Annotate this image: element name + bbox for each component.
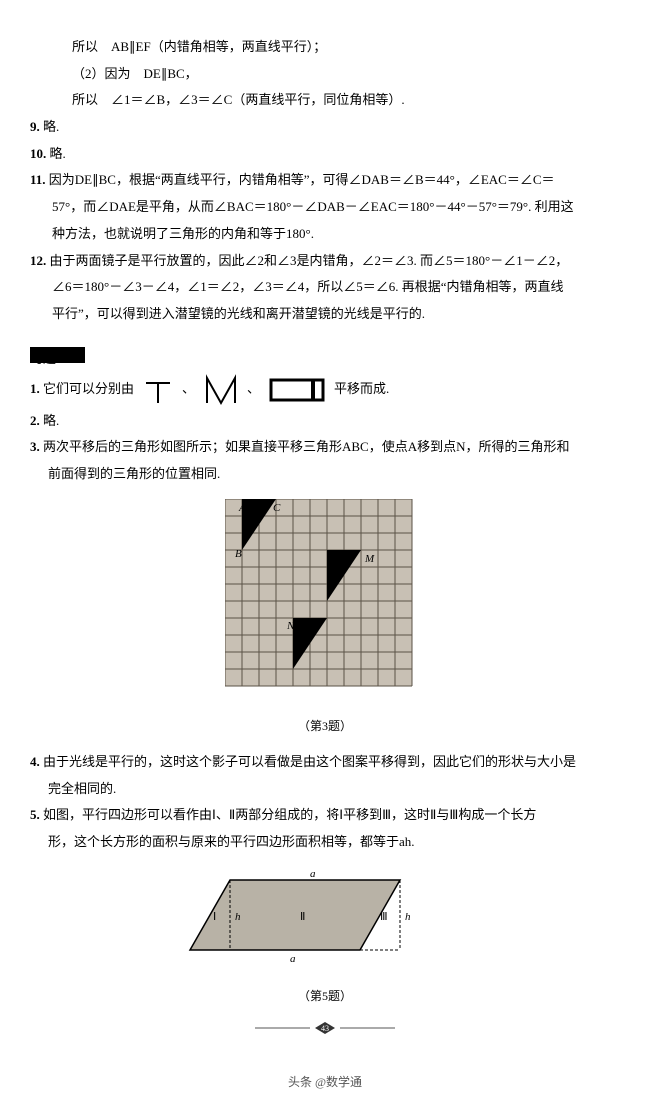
svg-text:C: C xyxy=(273,502,281,514)
top-l3: 所以 ∠1＝∠B，∠3＝∠C（两直线平行，同位角相等）. xyxy=(30,88,620,113)
svg-text:A: A xyxy=(238,502,246,514)
sq5-l1: 5. 如图，平行四边形可以看作由Ⅰ、Ⅱ两部分组成的，将Ⅰ平移到Ⅲ，这时Ⅱ与Ⅲ构成… xyxy=(30,803,620,828)
q10: 10. 略. xyxy=(30,142,620,167)
shape-n-icon xyxy=(203,373,239,407)
sq3-l2: 前面得到的三角形的位置相同. xyxy=(30,462,620,487)
q12-l1: 12. 由于两面镜子是平行放置的，因此∠2和∠3是内错角，∠2＝∠3. 而∠5＝… xyxy=(30,249,620,274)
sq2: 2. 略. xyxy=(30,409,620,434)
page-ornament: 43 xyxy=(30,1019,620,1046)
sq4-l1: 4. 由于光线是平行的，这时这个影子可以看做是由这个图案平移得到，因此它们的形状… xyxy=(30,750,620,775)
q11-l2: 57°，而∠DAE是平角，从而∠BAC＝180°－∠DAB－∠EAC＝180°－… xyxy=(30,195,620,220)
svg-text:N: N xyxy=(286,620,295,632)
svg-text:Ⅱ: Ⅱ xyxy=(300,911,305,923)
footer-attribution: 头条 @数学通 xyxy=(30,1071,620,1094)
svg-text:Ⅰ: Ⅰ xyxy=(213,911,216,923)
figure-5: a a h h Ⅰ Ⅱ Ⅲ xyxy=(30,865,620,979)
svg-text:43: 43 xyxy=(321,1024,329,1033)
figure-3: A C B M N xyxy=(30,499,620,708)
q11-l3: 种方法，也就说明了三角形的内角和等于180°. xyxy=(30,222,620,247)
figure-3-caption: （第3题） xyxy=(30,715,620,738)
svg-text:Ⅲ: Ⅲ xyxy=(380,911,388,923)
q12-l3: 平行”，可以得到进入潜望镜的光线和离开潜望镜的光线是平行的. xyxy=(30,302,620,327)
sq5-l2: 形，这个长方形的面积与原来的平行四边形面积相等，都等于ah. xyxy=(30,830,620,855)
q9: 9. 略. xyxy=(30,115,620,140)
q12-l2: ∠6＝180°－∠3－∠4，∠1＝∠2，∠3＝∠4，所以∠5＝∠6. 再根据“内… xyxy=(30,275,620,300)
top-l1: 所以 AB∥EF（内错角相等，两直线平行）； xyxy=(30,35,620,60)
svg-text:h: h xyxy=(235,911,241,923)
section-heading: 习题5.4 xyxy=(30,347,85,363)
sq1: 1. 它们可以分别由 、 、 平移而成. xyxy=(30,373,620,407)
top-l2: （2）因为 DE∥BC， xyxy=(30,62,620,87)
svg-text:h: h xyxy=(405,911,411,923)
shape-rect-icon xyxy=(268,375,326,405)
svg-text:a: a xyxy=(310,868,316,880)
svg-text:M: M xyxy=(364,553,375,565)
sq3-l1: 3. 两次平移后的三角形如图所示；如果直接平移三角形ABC，使点A移到点N，所得… xyxy=(30,435,620,460)
sq4-l2: 完全相同的. xyxy=(30,777,620,802)
svg-text:B: B xyxy=(235,548,242,560)
q11-l1: 11. 因为DE∥BC，根据“两直线平行，内错角相等”，可得∠DAB＝∠B＝44… xyxy=(30,168,620,193)
figure-5-caption: （第5题） xyxy=(30,985,620,1008)
shape-t-icon xyxy=(142,375,174,405)
